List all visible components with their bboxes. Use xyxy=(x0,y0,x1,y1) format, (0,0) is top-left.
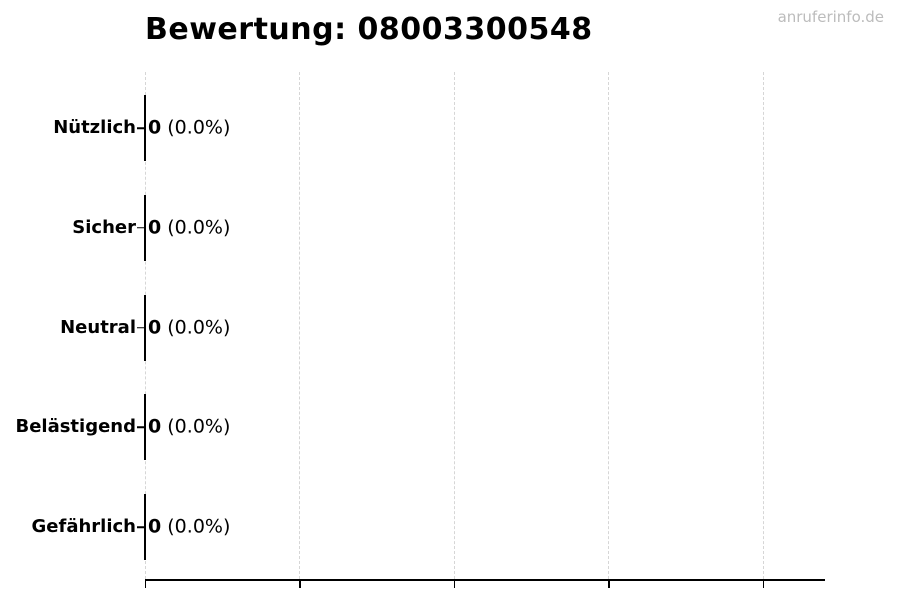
bar-value-percent: (0.0%) xyxy=(161,116,231,139)
category-label: Sicher xyxy=(72,216,136,238)
bar-value-label: 0 (0.0%) xyxy=(148,416,230,438)
x-axis-tick xyxy=(453,580,455,588)
x-axis-tick xyxy=(299,580,301,588)
bar-outline xyxy=(144,95,146,161)
bar-value-percent: (0.0%) xyxy=(161,216,231,239)
bar-value-count: 0 xyxy=(148,515,162,538)
watermark: anruferinfo.de xyxy=(777,8,884,26)
chart-title: Bewertung: 08003300548 xyxy=(145,12,593,47)
x-axis-line xyxy=(145,579,825,581)
bar-value-percent: (0.0%) xyxy=(161,515,231,538)
bar-value-count: 0 xyxy=(148,415,162,438)
bar-value-label: 0 (0.0%) xyxy=(148,316,230,338)
y-axis-tick xyxy=(137,426,144,428)
bar-value-label: 0 (0.0%) xyxy=(148,216,230,238)
x-axis-tick xyxy=(608,580,610,588)
bar-value-count: 0 xyxy=(148,316,162,339)
bar-value-count: 0 xyxy=(148,216,162,239)
bar-value-count: 0 xyxy=(148,116,162,139)
bar-value-label: 0 (0.0%) xyxy=(148,117,230,139)
gridline xyxy=(299,72,300,579)
category-label: Neutral xyxy=(60,316,136,338)
bar-outline xyxy=(144,294,146,361)
bar-value-label: 0 (0.0%) xyxy=(148,516,230,538)
x-axis-tick xyxy=(144,580,146,588)
category-label: Gefährlich xyxy=(31,516,136,538)
category-label: Nützlich xyxy=(53,117,136,139)
bar-outline xyxy=(144,394,146,461)
y-axis-tick xyxy=(137,326,144,329)
y-axis-tick xyxy=(137,526,144,528)
gridline xyxy=(762,72,764,579)
gridline xyxy=(608,72,609,579)
category-label: Belästigend xyxy=(15,416,136,438)
y-axis-tick xyxy=(137,227,144,229)
gridline xyxy=(453,72,455,579)
y-axis-tick xyxy=(137,127,144,129)
bar-outline xyxy=(144,494,146,560)
x-axis-tick xyxy=(762,580,764,588)
bar-value-percent: (0.0%) xyxy=(161,415,231,438)
bar-value-percent: (0.0%) xyxy=(161,316,231,339)
bar-outline xyxy=(144,194,146,261)
